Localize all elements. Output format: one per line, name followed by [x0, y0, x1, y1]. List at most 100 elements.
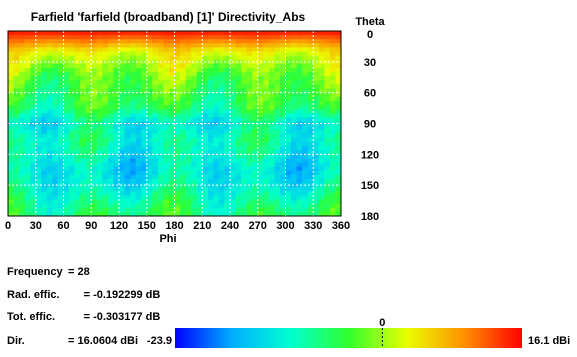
- heatmap-cell: [285, 150, 292, 155]
- heatmap-cell: [207, 187, 214, 192]
- heatmap-cell: [324, 150, 331, 155]
- heatmap-cell: [52, 96, 59, 102]
- heatmap-cell: [63, 109, 70, 114]
- heatmap-cell: [207, 211, 214, 216]
- heatmap-cell: [174, 150, 181, 155]
- heatmap-cell: [124, 59, 131, 65]
- heatmap-cell: [124, 39, 131, 44]
- heatmap-cell: [196, 100, 203, 106]
- heatmap-cell: [180, 43, 187, 48]
- heatmap-cell: [235, 170, 242, 176]
- heatmap-cell: [35, 47, 42, 53]
- heatmap-cell: [19, 174, 26, 180]
- heatmap-cell: [296, 166, 303, 172]
- heatmap-cell: [252, 158, 259, 164]
- heatmap-cell: [91, 195, 98, 201]
- heatmap-cell: [335, 63, 341, 69]
- heatmap-cell: [157, 195, 164, 201]
- heatmap-cell: [279, 39, 286, 44]
- heatmap-cell: [263, 84, 270, 90]
- heatmap-cell: [302, 63, 309, 69]
- heatmap-cell: [24, 207, 31, 213]
- heatmap-cell: [41, 170, 48, 176]
- heatmap-cell: [30, 100, 37, 106]
- heatmap-cell: [52, 39, 59, 44]
- heatmap-cell: [135, 100, 142, 106]
- heatmap-cell: [329, 162, 336, 168]
- heatmap-cell: [80, 31, 87, 36]
- heatmap-cell: [263, 80, 270, 85]
- heatmap-cell: [157, 146, 164, 151]
- heatmap-cell: [291, 35, 298, 40]
- heatmap-cell: [241, 117, 248, 122]
- heatmap-cell: [207, 59, 214, 65]
- heatmap-cell: [30, 154, 37, 159]
- heatmap-cell: [124, 88, 131, 94]
- heatmap-cell: [91, 183, 98, 188]
- heatmap-cell: [30, 43, 37, 48]
- heatmap-cell: [191, 51, 198, 57]
- heatmap-cell: [257, 96, 264, 102]
- heatmap-cell: [80, 133, 87, 139]
- heatmap-cell: [85, 84, 92, 90]
- heatmap-cell: [285, 195, 292, 201]
- heatmap-cell: [19, 146, 26, 151]
- heatmap-cell: [107, 142, 114, 147]
- heatmap-cell: [329, 113, 336, 118]
- heatmap-cell: [74, 80, 81, 85]
- heatmap-cell: [302, 142, 309, 147]
- heatmap-cell: [146, 100, 153, 106]
- heatmap-cell: [324, 84, 331, 90]
- heatmap-cell: [274, 150, 281, 155]
- heatmap-cell: [207, 113, 214, 118]
- heatmap-cell: [41, 35, 48, 40]
- heatmap-cell: [180, 158, 187, 164]
- heatmap-cell: [30, 72, 37, 77]
- heatmap-cell: [168, 80, 175, 85]
- heatmap-cell: [96, 162, 103, 168]
- heatmap-cell: [146, 146, 153, 151]
- heatmap-cell: [279, 174, 286, 180]
- heatmap-cell: [180, 63, 187, 69]
- heatmap-cell: [135, 39, 142, 44]
- heatmap-cell: [263, 133, 270, 139]
- heatmap-cell: [85, 109, 92, 114]
- heatmap-cell: [80, 174, 87, 180]
- heatmap-cell: [235, 174, 242, 180]
- heatmap-cell: [191, 117, 198, 122]
- heatmap-cell: [252, 187, 259, 192]
- heatmap-cell: [335, 191, 341, 196]
- heatmap-cell: [69, 179, 76, 184]
- heatmap-cell: [285, 88, 292, 94]
- heatmap-cell: [74, 150, 81, 155]
- heatmap-cell: [224, 179, 231, 184]
- heatmap-cell: [135, 187, 142, 192]
- heatmap-cell: [180, 150, 187, 155]
- heatmap-cell: [185, 55, 192, 61]
- heatmap-cell: [202, 47, 209, 53]
- heatmap-cell: [196, 72, 203, 77]
- heatmap-cell: [46, 63, 53, 69]
- heatmap-cell: [91, 63, 98, 69]
- heatmap-cell: [119, 117, 126, 122]
- heatmap-cell: [324, 162, 331, 168]
- heatmap-cell: [41, 203, 48, 209]
- heatmap-cell: [235, 129, 242, 135]
- heatmap-cell: [13, 150, 20, 155]
- heatmap-cell: [19, 211, 26, 216]
- heatmap-cell: [130, 195, 137, 201]
- heatmap-cell: [318, 191, 325, 196]
- heatmap-cell: [141, 96, 148, 102]
- heatmap-cell: [52, 63, 59, 69]
- heatmap-cell: [24, 166, 31, 172]
- heatmap-cell: [324, 117, 331, 122]
- heatmap-cell: [296, 31, 303, 36]
- heatmap-cell: [146, 47, 153, 53]
- heatmap-cell: [279, 162, 286, 168]
- heatmap-cell: [296, 125, 303, 131]
- heatmap-cell: [218, 166, 225, 172]
- heatmap-cell: [119, 207, 126, 213]
- heatmap-cell: [113, 174, 120, 180]
- heatmap-cell: [174, 76, 181, 81]
